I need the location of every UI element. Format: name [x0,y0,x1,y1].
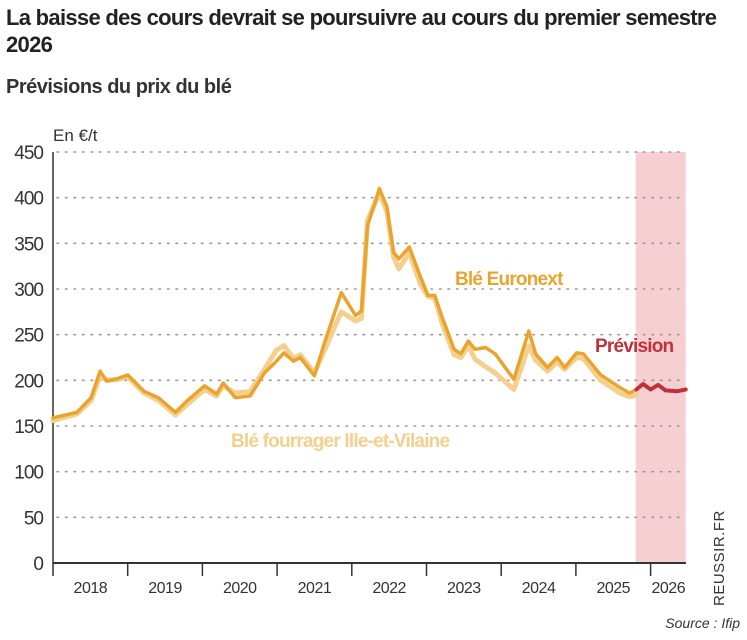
y-tick-label: 150 [14,417,43,438]
y-tick-label: 250 [14,326,43,347]
chart-subtitle: Prévisions du prix du blé [6,76,232,98]
series-label-euronext: Blé Euronext [455,269,564,290]
x-axis: 2018 2019 2020 2021 2022 2023 2024 2025 2026 [52,152,686,597]
x-tick-label: 2025 [596,580,630,597]
x-tick-label: 2022 [372,580,406,597]
x-tick-label: 2019 [148,580,182,597]
x-tick-label: 2023 [447,580,481,597]
y-axis-label: En €/t [53,126,98,145]
gridlines [56,151,687,519]
y-axis-ticks: 0 50 100 150 200 250 300 350 400 450 [14,143,44,575]
x-tick-label: 2018 [74,580,108,597]
series-label-prevision: Prévision [595,336,674,357]
series-line-0 [51,186,639,420]
y-tick-label: 400 [14,189,43,210]
y-tick-label: 450 [14,143,43,164]
y-tick-label: 100 [14,463,43,484]
y-tick-label: 0 [33,554,43,575]
source-note: Source : Ifip [665,615,740,631]
y-tick-label: 200 [14,371,43,392]
x-tick-label: 2024 [522,580,556,597]
brand-watermark: REUSSIR.FR [711,510,728,606]
y-tick-label: 300 [14,280,43,301]
series-label-fourrager: Blé fourrager Ille-et-Vilaine [231,431,449,452]
series-lines [50,186,688,423]
y-tick-label: 350 [14,234,43,255]
series-line-2 [634,382,688,394]
chart-title: La baisse des cours devrait se poursuivr… [6,5,717,57]
forecast-band [635,152,686,563]
x-tick-label: 2020 [223,580,257,597]
y-tick-label: 50 [24,508,44,529]
x-tick-label: 2026 [652,580,686,597]
x-tick-label: 2021 [298,580,332,597]
